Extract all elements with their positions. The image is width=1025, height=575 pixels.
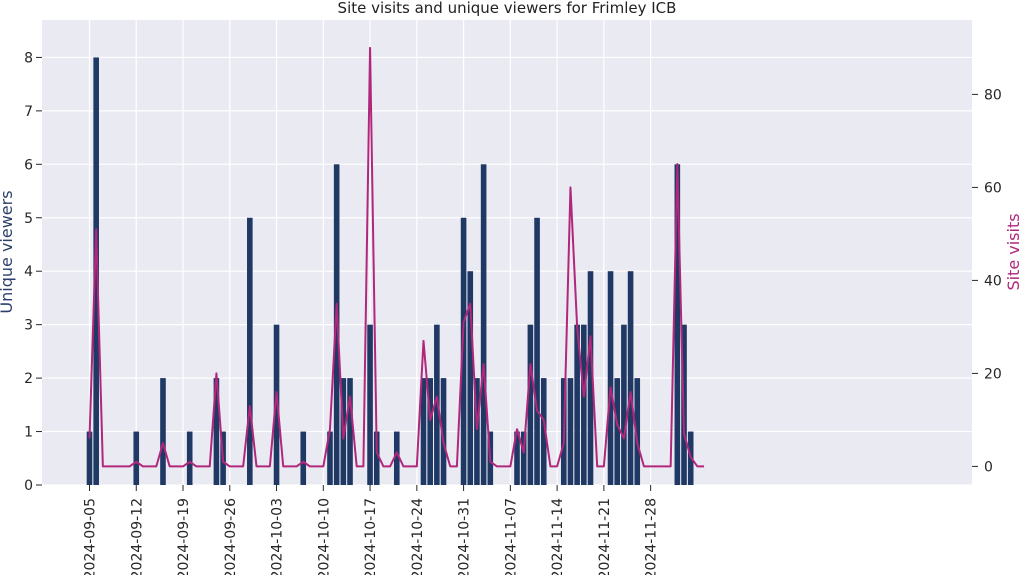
x-tick-label: 2024-10-03: [270, 498, 286, 575]
bar: [160, 378, 166, 485]
bar: [86, 431, 93, 485]
axis-layer: 0 1 2 3 4 5 6 7 8 2024-09-05 2024-09-12 2024-09-19 2…: [24, 50, 1002, 575]
bar: [434, 324, 440, 485]
line-layer: [88, 46, 705, 468]
y-right-tick-label: 40: [984, 273, 1002, 289]
bar: [514, 431, 520, 485]
bar: [420, 378, 427, 485]
y-right-tick-label: 80: [984, 87, 1002, 103]
y-right-tick-label: 0: [984, 459, 993, 475]
bar: [581, 324, 587, 485]
y-right-tick-label: 20: [984, 366, 1002, 382]
bar: [627, 271, 634, 485]
bar: [567, 378, 574, 485]
y-left-tick-label: 1: [24, 425, 33, 441]
bar: [427, 378, 433, 485]
bar: [333, 164, 340, 485]
bar: [373, 431, 380, 485]
x-tick-label: 2024-11-14: [550, 498, 566, 575]
bar: [634, 378, 641, 485]
bar: [540, 378, 547, 485]
bar: [621, 324, 627, 485]
bar: [587, 271, 594, 485]
chart-title: Site visits and unique viewers for Friml…: [338, 0, 677, 17]
x-tick-label: 2024-10-31: [457, 498, 473, 575]
bar: [133, 431, 140, 485]
bar: [247, 217, 253, 486]
x-tick-label: 2024-09-19: [176, 498, 192, 575]
y-left-tick-label: 5: [24, 211, 33, 227]
y-left-tick-label: 8: [24, 50, 33, 66]
site-visits-line: [88, 46, 705, 468]
x-tick-label: 2024-11-28: [644, 498, 660, 575]
bar: [520, 431, 527, 485]
y-axis-right-label: Site visits: [1004, 213, 1023, 290]
bar: [300, 431, 307, 485]
bar: [93, 57, 99, 486]
x-tick-label: 2024-09-12: [129, 498, 145, 575]
bar: [474, 378, 480, 485]
bar: [367, 324, 373, 485]
bar: [674, 164, 681, 485]
bar: [574, 324, 580, 485]
bar: [614, 378, 621, 485]
plot-background: [42, 20, 972, 485]
bar: [186, 431, 193, 485]
bar: [213, 378, 220, 485]
bar: [480, 164, 487, 485]
y-right-tick-label: 60: [984, 180, 1002, 196]
x-tick-label: 2024-10-17: [363, 498, 379, 575]
y-left-tick-label: 4: [24, 264, 33, 280]
bar: [467, 271, 474, 485]
y-left-tick-label: 2: [24, 371, 33, 387]
bar: [527, 324, 534, 485]
bar: [607, 271, 614, 485]
y-left-tick-label: 0: [24, 478, 33, 494]
y-axis-left-label: Unique viewers: [0, 190, 16, 313]
x-tick-label: 2024-11-21: [597, 498, 613, 575]
x-tick-label: 2024-09-05: [83, 498, 99, 575]
y-left-tick-label: 3: [24, 318, 33, 334]
x-tick-label: 2024-11-07: [503, 498, 519, 575]
bar: [347, 378, 353, 485]
bar: [393, 431, 400, 485]
x-tick-label: 2024-10-10: [316, 498, 332, 575]
bar: [327, 431, 333, 485]
x-tick-label: 2024-09-26: [223, 498, 239, 575]
bar: [534, 217, 540, 486]
bar: [273, 324, 280, 485]
x-tick-label: 2024-10-24: [410, 498, 426, 575]
bar: [460, 217, 467, 486]
y-left-tick-label: 7: [24, 104, 33, 120]
y-left-tick-label: 6: [24, 157, 33, 173]
bar: [440, 378, 447, 485]
